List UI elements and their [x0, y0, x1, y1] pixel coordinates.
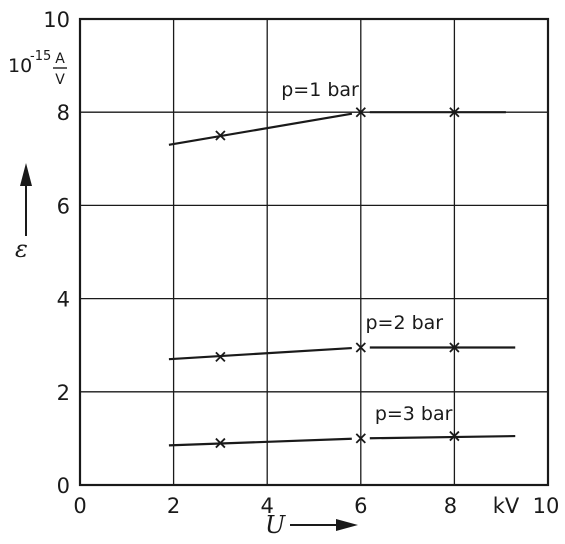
data-point-stroke: [215, 351, 226, 362]
series-line: [168, 112, 353, 146]
data-point-stroke: [355, 342, 366, 353]
x-unit-label: kV: [493, 494, 520, 518]
data-point: [215, 130, 226, 141]
data-point: [449, 342, 460, 353]
series-line: [168, 437, 352, 447]
plot-border: [78, 17, 550, 487]
series-2: p=2 bar: [168, 312, 516, 362]
y-unit-exponent: -15: [30, 49, 51, 64]
x-tick-label: 6: [354, 494, 367, 518]
y-axis-title: ε: [15, 163, 32, 263]
x-tick-label: 4: [261, 494, 274, 518]
x-tick-label: 8: [444, 494, 457, 518]
series-label: p=3 bar: [375, 403, 453, 425]
data-point-stroke: [215, 130, 226, 141]
y-tick-label: 10: [43, 8, 70, 32]
data-point-stroke: [355, 107, 366, 118]
data-point: [355, 342, 366, 353]
data-point: [355, 107, 366, 118]
series-label: p=1 bar: [281, 79, 359, 101]
series-label: p=2 bar: [365, 312, 443, 334]
series-line: [369, 434, 516, 440]
data-point: [449, 430, 460, 442]
data-point: [355, 433, 366, 444]
tick-labels: 0 2 4 6 8 10 0 2 4 6 8 10: [43, 8, 559, 518]
data-point-stroke: [355, 433, 366, 444]
y-unit-label: 10 -15 A V: [8, 49, 67, 88]
y-tick-label: 6: [57, 194, 70, 218]
x-axis-title: U: [265, 511, 358, 539]
series-layer: p=1 bar p=2 bar p=3 bar: [168, 79, 516, 449]
y-unit-numerator: A: [55, 51, 65, 67]
y-tick-label: 0: [57, 474, 70, 498]
data-point-stroke: [215, 437, 226, 449]
y-tick-label: 4: [57, 288, 70, 312]
data-point: [449, 107, 460, 118]
x-axis-label: U: [265, 511, 286, 539]
y-axis-arrow-head: [20, 163, 32, 186]
x-tick-label: 0: [73, 494, 86, 518]
y-axis-label: ε: [15, 235, 28, 263]
y-unit-denominator: V: [55, 72, 65, 88]
plot-frame: [78, 17, 550, 487]
series-line: [168, 346, 352, 361]
data-point: [215, 351, 226, 362]
series-3: p=3 bar: [168, 403, 516, 449]
y-tick-label: 8: [57, 101, 70, 125]
y-unit-base: 10: [8, 55, 32, 77]
series-1: p=1 bar: [168, 79, 506, 146]
grid: [80, 19, 548, 485]
y-tick-label: 2: [57, 381, 70, 405]
data-point-stroke: [449, 342, 460, 353]
x-axis-arrow-head: [336, 519, 358, 531]
x-tick-label: 10: [533, 494, 560, 518]
data-point-stroke: [449, 107, 460, 118]
x-tick-label: 2: [167, 494, 180, 518]
data-point-stroke: [449, 430, 460, 442]
data-point: [215, 437, 226, 449]
